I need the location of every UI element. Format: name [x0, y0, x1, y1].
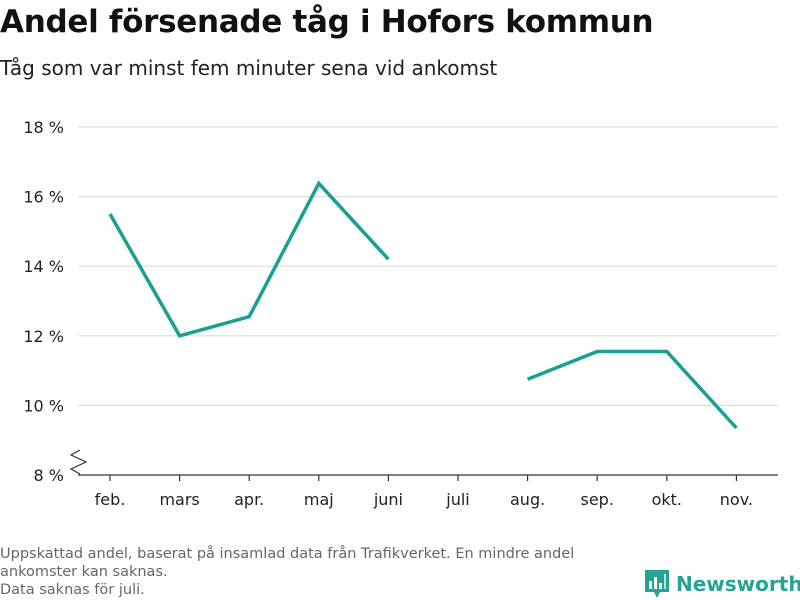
x-axis [69, 449, 778, 481]
x-tick-label: feb. [95, 490, 126, 509]
y-tick-label: 10 % [23, 396, 64, 415]
chart-title: Andel försenade tåg i Hofors kommun [0, 4, 654, 40]
series-lines [108, 180, 738, 430]
x-tick-label: maj [304, 490, 334, 509]
y-axis-tick-labels: 8 % 10 % 12 % 14 % 16 % 18 % [23, 118, 64, 485]
series-line-segment [108, 180, 390, 338]
gridlines [78, 126, 778, 406]
y-tick-label: 14 % [23, 257, 64, 276]
brand-name: Newsworthy [676, 572, 800, 596]
x-tick-label: okt. [652, 490, 682, 509]
x-tick-label: apr. [234, 490, 264, 509]
footnote: Uppskattad andel, baserat på insamlad da… [0, 545, 640, 599]
line-chart: 8 % 10 % 12 % 14 % 16 % 18 % feb. mars apr. maj j… [23, 118, 778, 509]
footnote-line-3: Data saknas för juli. [0, 582, 145, 598]
x-tick-label: nov. [720, 490, 753, 509]
x-tick-label: sep. [580, 490, 613, 509]
y-tick-label: 16 % [23, 188, 64, 207]
x-tick-label: aug. [510, 490, 545, 509]
y-tick-label: 18 % [23, 118, 64, 137]
x-tick-label: juni [373, 490, 403, 509]
x-tick-label: mars [159, 490, 199, 509]
footnote-line-1: Uppskattad andel, baserat på insamlad da… [0, 546, 575, 562]
y-tick-label: 8 % [34, 466, 64, 485]
x-axis-tick-labels: feb. mars apr. maj juni juli aug. sep. okt. nov. [95, 490, 753, 509]
axis-break-icon [69, 449, 88, 475]
x-tick-label: juli [445, 490, 469, 509]
brand-logo: Newsworthy [644, 568, 800, 600]
y-tick-label: 12 % [23, 327, 64, 346]
chart-subtitle: Tåg som var minst fem minuter sena vid a… [0, 56, 498, 80]
footnote-line-2: ankomster kan saknas. [0, 564, 168, 580]
bar-chart-logo-icon [645, 570, 669, 598]
series-line-segment [526, 349, 738, 430]
